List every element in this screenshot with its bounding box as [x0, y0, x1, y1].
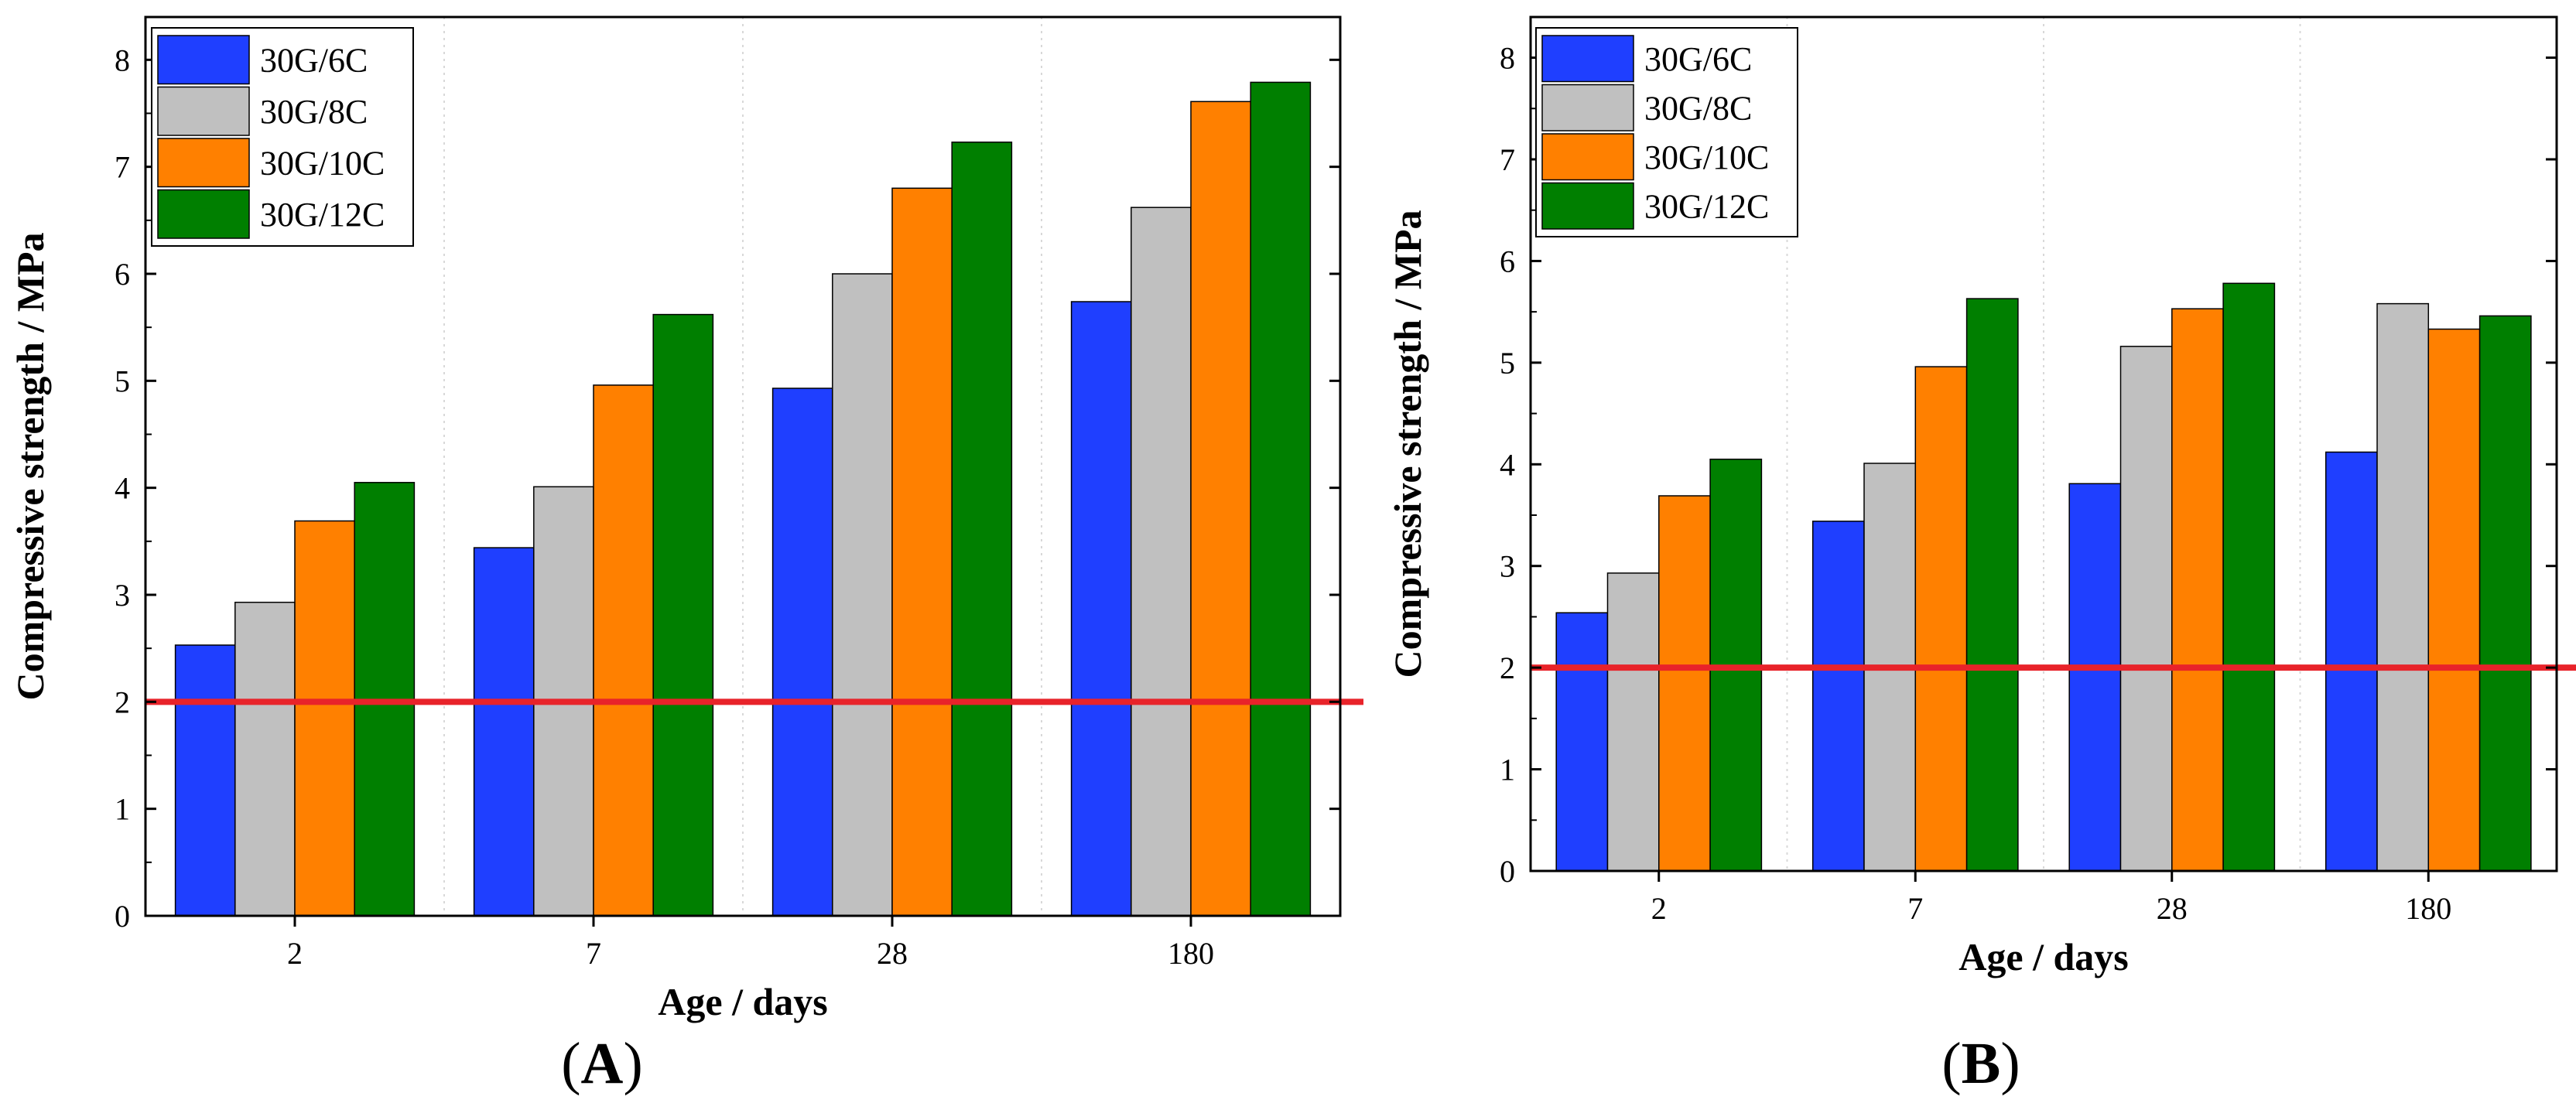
bar-30g-8c-day-28 [2119, 346, 2173, 872]
y-tick-label: 2 [1500, 651, 1515, 685]
legend-label-30g-12c: 30G/12C [260, 196, 385, 234]
bar-30g-12c-day-7 [652, 313, 714, 917]
legend-swatch-30g-10c [157, 138, 250, 188]
x-tick-label: 2 [287, 936, 303, 971]
bar-30g-6c-day-28 [771, 388, 833, 917]
legend-swatch-30g-12c [1541, 182, 1634, 230]
bar-30g-8c-day-180 [2376, 302, 2430, 872]
x-tick-label: 28 [2157, 891, 2188, 926]
y-tick-label: 2 [115, 685, 130, 719]
y-tick-label: 6 [1500, 244, 1515, 278]
bar-30g-6c-day-2 [174, 644, 236, 917]
bar-30g-12c-day-180 [1250, 81, 1312, 917]
y-tick-label: 1 [115, 792, 130, 827]
x-tick-label: 180 [2405, 891, 2451, 926]
bar-30g-12c-day-7 [1965, 298, 2019, 872]
legend-swatch-30g-6c [157, 35, 250, 85]
bar-30g-8c-day-2 [234, 601, 296, 917]
y-tick-label: 8 [115, 43, 130, 77]
bar-30g-10c-day-7 [1914, 366, 1968, 872]
y-tick-label: 4 [115, 471, 130, 506]
panel-label-letter: B [1962, 1031, 2001, 1096]
legend-swatch-30g-8c [1541, 84, 1634, 131]
bar-30g-6c-day-7 [473, 547, 535, 917]
chart-panel-a: 0 1 2 3 4 5 6 7 8 2 7 28 180 Age / days Compressive st… [9, 15, 1363, 1096]
y-tick-label: 1 [1500, 753, 1515, 787]
y-tick-label: 4 [1500, 447, 1515, 482]
bar-30g-10c-day-7 [593, 384, 654, 917]
x-tick-label: 180 [1168, 936, 1214, 971]
bar-30g-8c-day-28 [832, 273, 893, 917]
x-tick-label: 28 [877, 936, 908, 971]
bar-30g-12c-day-28 [951, 142, 1013, 917]
y-tick-label: 7 [1500, 142, 1515, 177]
y-tick-label: 5 [1500, 346, 1515, 381]
legend-label-30g-6c: 30G/6C [260, 41, 368, 79]
bar-30g-12c-day-180 [2479, 315, 2532, 872]
y-tick-label: 3 [1500, 549, 1515, 584]
bar-30g-6c-day-2 [1555, 612, 1609, 872]
legend-label-30g-8c: 30G/8C [260, 93, 368, 131]
chart-panel-b: 0 1 2 3 4 5 6 7 8 2 7 28 180 Age / days Compressive st… [1386, 15, 2576, 1096]
bar-30g-10c-day-28 [2171, 308, 2224, 872]
x-tick-label: 2 [1651, 891, 1667, 926]
panel-label-close-paren: ) [2000, 1031, 2020, 1096]
bar-30g-12c-day-28 [2222, 282, 2276, 872]
y-tick-label: 7 [115, 150, 130, 185]
legend-swatch-30g-10c [1541, 133, 1634, 181]
x-tick-label: 7 [586, 936, 601, 971]
y-tick-label: 0 [115, 899, 130, 934]
y-axis-title: Compressive strength / MPa [1386, 210, 1429, 678]
legend-label-30g-6c: 30G/6C [1644, 40, 1752, 78]
panel-label-close-paren: ) [623, 1031, 642, 1096]
bar-30g-10c-day-2 [1658, 495, 1711, 872]
bar-30g-6c-day-180 [2325, 451, 2378, 872]
panel-label-open-paren: ( [561, 1031, 580, 1096]
legend-label-30g-12c: 30G/12C [1644, 187, 1769, 225]
legend-swatch-30g-8c [157, 86, 250, 136]
plot-frame [1529, 15, 2558, 872]
bar-30g-10c-day-180 [1190, 101, 1251, 917]
bar-30g-8c-day-2 [1606, 572, 1660, 872]
bar-30g-8c-day-180 [1131, 207, 1192, 917]
x-tick-label: 7 [1907, 891, 1923, 926]
bar-30g-10c-day-180 [2427, 328, 2481, 872]
y-tick-label: 8 [1500, 41, 1515, 76]
legend: 30G/6C 30G/8C 30G/10C 30G/12C [1535, 27, 1798, 237]
bar-30g-6c-day-7 [1811, 521, 1865, 872]
y-tick-label: 0 [1500, 854, 1515, 889]
plot-frame [144, 15, 1342, 917]
x-axis-title: Age / days [1959, 935, 2128, 978]
bar-30g-6c-day-28 [2068, 483, 2122, 872]
panel-label-open-paren: ( [1941, 1031, 1961, 1096]
bar-30g-6c-day-180 [1070, 301, 1132, 917]
bar-30g-10c-day-2 [294, 520, 355, 917]
panel-label: (A) [561, 1031, 643, 1096]
legend-label-30g-10c: 30G/10C [260, 144, 385, 182]
legend-label-30g-8c: 30G/8C [1644, 89, 1752, 127]
y-tick-label: 3 [115, 578, 130, 613]
legend-swatch-30g-12c [157, 189, 250, 239]
legend-swatch-30g-6c [1541, 35, 1634, 83]
y-tick-label: 6 [115, 257, 130, 292]
y-tick-label: 5 [115, 364, 130, 398]
legend-label-30g-10c: 30G/10C [1644, 138, 1769, 176]
y-axis-title: Compressive strength / MPa [9, 232, 52, 700]
panel-label: (B) [1941, 1031, 2020, 1096]
legend: 30G/6C 30G/8C 30G/10C 30G/12C [151, 27, 414, 247]
bar-30g-10c-day-28 [891, 187, 953, 917]
panel-label-letter: A [581, 1031, 624, 1096]
x-axis-title: Age / days [658, 980, 827, 1023]
